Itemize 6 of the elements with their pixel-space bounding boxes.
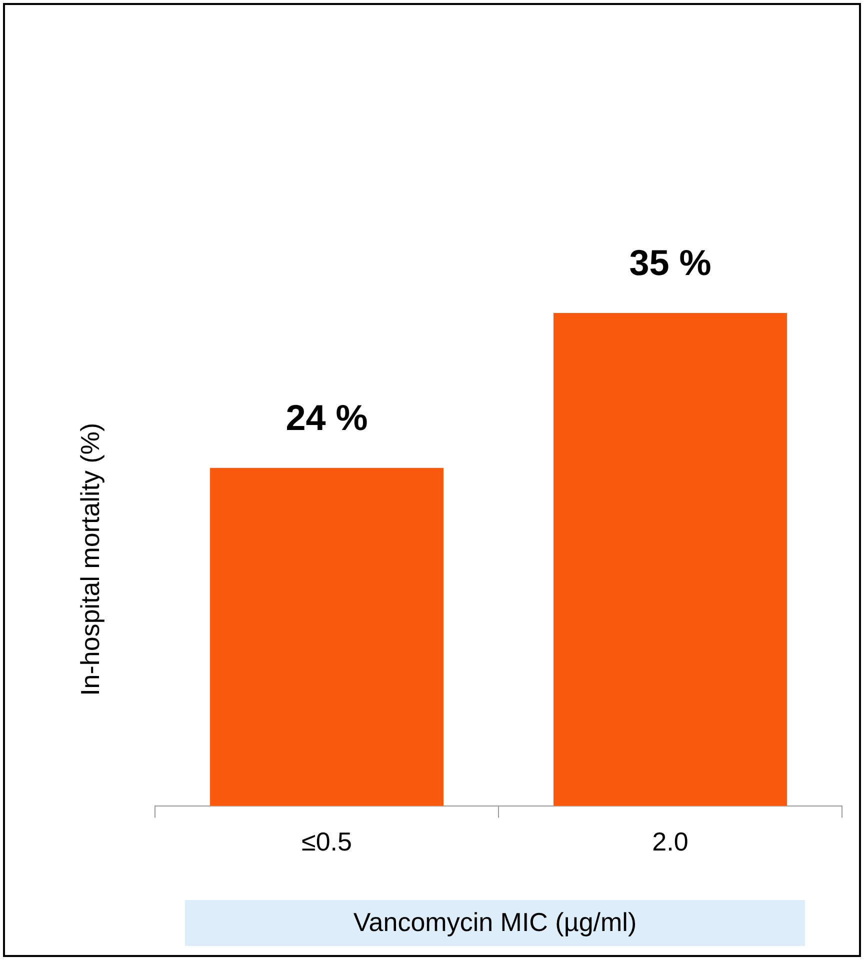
data-label: 35 % (629, 242, 712, 283)
x-tick-label: ≤0.5 (302, 826, 352, 857)
data-label: 24 % (286, 396, 368, 438)
x-axis-title: Vancomycin MIC (µg/ml) (353, 907, 637, 938)
y-axis-title: In-hospital mortality (%) (75, 422, 106, 696)
x-tick-label: 2.0 (652, 826, 688, 857)
